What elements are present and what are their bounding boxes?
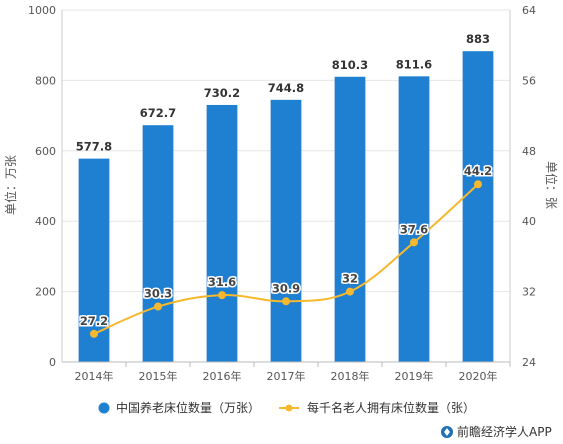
- bar: [270, 99, 302, 363]
- legend-line-label: 每千名老人拥有床位数量（张）: [307, 400, 475, 415]
- bar-value-label: 577.8: [76, 140, 112, 154]
- line-value-label: 31.6: [208, 275, 236, 289]
- line-value-label: 44.2: [464, 164, 492, 178]
- y-axis-left-label: 单位：万张: [3, 155, 18, 215]
- line-point: [410, 238, 418, 247]
- line-value-label: 30.3: [144, 287, 172, 301]
- legend: 中国养老床位数量（万张） 每千名老人拥有床位数量（张）: [98, 400, 475, 415]
- y-right-tick-label: 32: [522, 286, 536, 299]
- line-value-label: 32: [342, 272, 358, 286]
- y-axis-right-label: 单位：张: [544, 161, 559, 209]
- y-right-tick-label: 40: [522, 215, 536, 228]
- y-left-tick-label: 200: [35, 286, 56, 299]
- y-right-tick-label: 64: [522, 4, 536, 17]
- bar-data-labels: 577.8 672.7 730.2 744.8 810.3 811.6 883: [76, 32, 490, 153]
- line-point: [154, 302, 162, 311]
- line-value-label: 27.2: [80, 314, 108, 328]
- legend-bar-label: 中国养老床位数量（万张）: [116, 400, 260, 415]
- bar: [398, 76, 430, 362]
- legend-line-dot: [285, 404, 293, 412]
- y-left-tick-label: 1000: [28, 4, 56, 17]
- line-point: [346, 287, 354, 296]
- axes: 0 200 400 600 800 1000 24 32 40 48 56 64 2014年 2015年 2…: [28, 4, 536, 383]
- line-value-label: 30.9: [272, 281, 300, 295]
- y-left-tick-label: 800: [35, 74, 56, 87]
- bar: [142, 125, 174, 363]
- x-tick-label: 2018年: [331, 369, 370, 383]
- bar: [334, 76, 366, 362]
- line-point: [282, 297, 290, 306]
- line-series: [90, 180, 482, 338]
- bar-value-label: 672.7: [140, 106, 176, 120]
- line-point: [218, 291, 226, 300]
- credit-text: 前瞻经济学人APP: [457, 424, 552, 439]
- bar: [206, 104, 238, 362]
- bar-series: [78, 51, 494, 363]
- y-left-tick-label: 0: [49, 356, 56, 369]
- source-credit: 前瞻经济学人APP: [441, 424, 552, 439]
- bar-value-label: 883: [466, 32, 490, 46]
- bar-value-label: 810.3: [332, 58, 368, 72]
- line-point: [474, 180, 482, 189]
- x-tick-label: 2016年: [203, 369, 242, 383]
- line-value-label: 37.6: [400, 222, 428, 236]
- line-point: [90, 329, 98, 338]
- x-tick-label: 2014年: [75, 369, 114, 383]
- x-tick-label: 2020年: [459, 369, 498, 383]
- bar-value-label: 744.8: [268, 81, 304, 95]
- y-right-tick-label: 24: [522, 356, 536, 369]
- line-data-labels: 27.2 30.3 31.6 30.9 32 37.6 44.2: [78, 163, 493, 330]
- bar: [462, 51, 494, 363]
- x-tick-label: 2019年: [395, 369, 434, 383]
- y-right-tick-label: 56: [522, 74, 536, 87]
- logo-mark: [444, 428, 450, 436]
- x-tick-label: 2017年: [267, 369, 306, 383]
- bar-value-label: 811.6: [396, 57, 432, 71]
- legend-bar-marker: [98, 402, 110, 414]
- y-right-tick-label: 48: [522, 145, 536, 158]
- x-tick-label: 2015年: [139, 369, 178, 383]
- y-left-tick-label: 600: [35, 145, 56, 158]
- y-left-tick-label: 400: [35, 215, 56, 228]
- bar-value-label: 730.2: [204, 86, 240, 100]
